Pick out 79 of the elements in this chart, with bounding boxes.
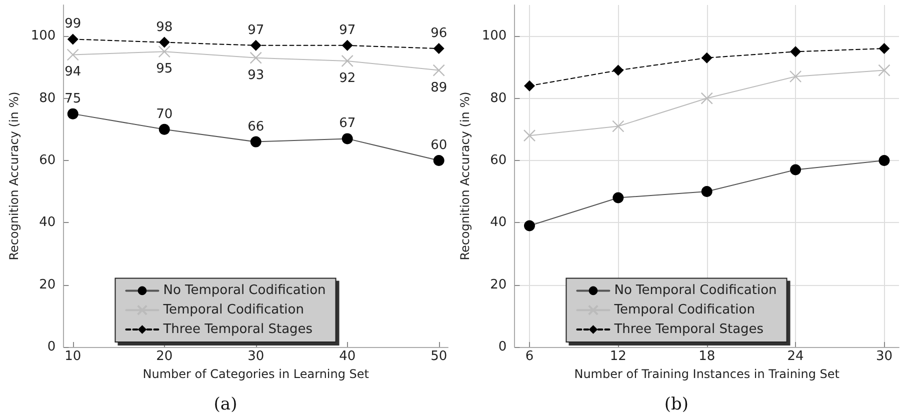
y-tick-label: 80	[39, 90, 56, 106]
legend-label: Three Temporal Stages	[162, 322, 313, 337]
x-tick-label: 40	[339, 349, 356, 364]
point	[433, 43, 444, 54]
legend-label: Temporal Codification	[613, 302, 755, 318]
text: (b)	[664, 394, 689, 414]
x-tick-label: 12	[610, 349, 626, 364]
data-label: 95	[156, 62, 173, 77]
point	[250, 136, 262, 148]
point	[342, 40, 353, 51]
y-tick-label: 40	[490, 215, 507, 230]
data-label: 66	[248, 119, 264, 134]
y-tick-label: 40	[39, 215, 56, 230]
point	[701, 186, 712, 198]
data-label: 75	[64, 91, 82, 106]
data-label: 98	[156, 20, 173, 35]
y-tick-label: 100	[482, 28, 507, 44]
point	[790, 164, 802, 176]
x-tick-label: 10	[64, 349, 82, 364]
data-label: 94	[64, 64, 82, 80]
data-label: 97	[248, 22, 264, 38]
legend-label: No Temporal Codification	[614, 283, 777, 298]
data-label: 93	[248, 68, 264, 83]
point	[66, 48, 79, 61]
point	[790, 46, 802, 58]
point	[341, 54, 354, 68]
x-tick-label: 30	[248, 349, 264, 364]
data-label: 97	[339, 22, 356, 38]
legend-label: Temporal Codification	[162, 302, 304, 318]
x-tick-label: 20	[156, 349, 173, 364]
point	[612, 120, 624, 132]
point	[701, 52, 712, 64]
point	[523, 129, 536, 142]
point	[789, 70, 802, 83]
y-tick-label: 0	[498, 340, 507, 354]
point	[67, 108, 78, 120]
legend-label: Three Temporal Stages	[613, 322, 764, 337]
point	[432, 64, 445, 76]
y-tick-label: 20	[490, 277, 507, 292]
point	[250, 40, 262, 51]
point	[612, 192, 624, 204]
data-label: 89	[430, 80, 448, 96]
data-label: 96	[430, 26, 448, 42]
data-label: 60	[430, 138, 448, 153]
point	[250, 52, 262, 64]
y-tick-label: 60	[490, 152, 507, 168]
point	[878, 64, 890, 76]
x-tick-label: 6	[525, 349, 534, 364]
point	[67, 34, 78, 45]
point	[878, 154, 890, 166]
x-axis-title: Number of Training Instances in Training Set	[574, 366, 840, 381]
data-label: 99	[64, 16, 82, 32]
x-tick-label: 30	[876, 349, 892, 364]
y-axis-title: Recognition Accuracy (in %)	[7, 92, 21, 260]
point	[433, 154, 444, 166]
point	[158, 46, 170, 58]
y-tick-label: 60	[39, 152, 56, 168]
point	[612, 64, 624, 76]
y-tick-label: 100	[30, 28, 56, 44]
x-axis-title: Number of Categories in Learning Set	[142, 366, 370, 381]
legend-label: No Temporal Codification	[163, 283, 326, 298]
data-label: 67	[339, 116, 356, 132]
point	[524, 220, 535, 232]
point	[342, 133, 353, 144]
x-tick-label: 24	[787, 349, 804, 364]
data-label: 92	[339, 70, 356, 86]
x-tick-label: 50	[430, 349, 448, 364]
text: (a)	[214, 394, 238, 414]
data-label: 70	[156, 106, 173, 122]
y-tick-label: 0	[47, 340, 56, 354]
point	[158, 36, 170, 48]
point	[524, 80, 535, 92]
y-axis-title: Recognition Accuracy (in %)	[458, 92, 472, 260]
y-tick-label: 80	[490, 90, 507, 106]
y-tick-label: 20	[39, 277, 56, 292]
x-tick-label: 18	[698, 349, 716, 364]
point	[158, 124, 170, 135]
point	[878, 43, 890, 54]
point	[700, 92, 713, 104]
